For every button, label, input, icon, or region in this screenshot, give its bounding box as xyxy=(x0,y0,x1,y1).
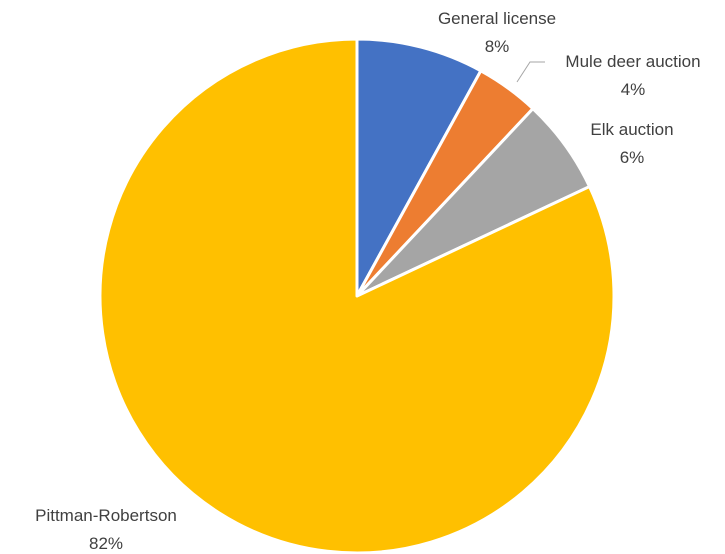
pie-slice-pittman-robertson xyxy=(98,37,616,554)
label-pittman-robertson-value: 82% xyxy=(89,534,123,553)
data-labels: General license 8% Mule deer auction 4% … xyxy=(35,9,700,553)
label-mule-deer-auction-name: Mule deer auction xyxy=(565,52,700,71)
pie-slices xyxy=(98,37,616,554)
label-pittman-robertson-name: Pittman-Robertson xyxy=(35,506,177,525)
label-elk-auction-value: 6% xyxy=(620,148,645,167)
label-elk-auction-name: Elk auction xyxy=(590,120,673,139)
pie-slice-general-license xyxy=(355,37,483,298)
label-mule-deer-auction-value: 4% xyxy=(621,80,646,99)
leader-line-mule-deer-auction xyxy=(516,61,545,83)
label-general-license-name: General license xyxy=(438,9,556,28)
label-general-license-value: 8% xyxy=(485,37,510,56)
leader-lines xyxy=(516,61,545,83)
